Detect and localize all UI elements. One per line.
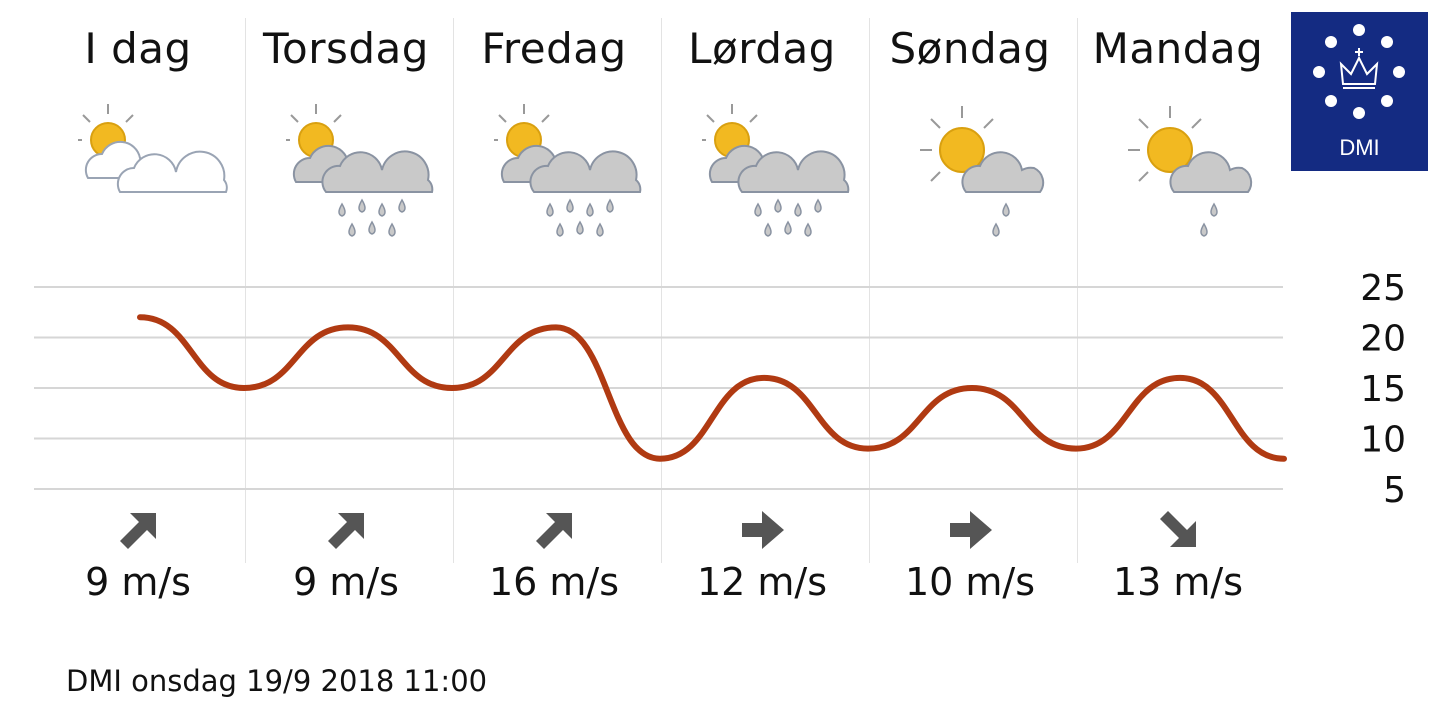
day-name: Mandag [1092, 24, 1264, 73]
day-name: Søndag [889, 24, 1051, 73]
wind-speed: 12 m/s [696, 560, 828, 604]
column-divider [1077, 18, 1078, 563]
column-divider [661, 18, 662, 563]
east-arrow-icon [742, 511, 784, 549]
sun-cloud-heavy-rain-icon [702, 104, 850, 237]
southeast-arrow-icon [1160, 511, 1196, 547]
day-column: Søndag 10 m/s [866, 0, 1074, 604]
wind-speed: 9 m/s [293, 560, 399, 604]
column-divider [869, 18, 870, 563]
day-name: I dag [84, 24, 192, 73]
day-column: Fredag 16 m/s [450, 0, 658, 604]
day-name: Lørdag [688, 24, 836, 73]
y-tick-label: 25 [1360, 268, 1406, 309]
grid-lines [34, 286, 1283, 490]
sun-cloud-heavy-rain-icon [494, 104, 642, 237]
day-column: I dag 9 m/s [34, 0, 242, 604]
sun-cloud-light-rain-icon [920, 106, 1045, 237]
wind-speed: 9 m/s [85, 560, 191, 604]
sun-cloud-light-rain-icon [1128, 106, 1253, 237]
day-column: Lørdag 12 m/s [658, 0, 866, 604]
day-column: Torsdag 9 m/s [242, 0, 450, 604]
northeast-arrow-icon [120, 513, 156, 549]
y-tick-label: 5 [1383, 470, 1406, 511]
y-tick-label: 15 [1360, 369, 1406, 410]
day-column: Mandag 13 m/s [1074, 0, 1282, 604]
y-axis-ticks: 25 20 15 10 5 [1360, 268, 1406, 511]
day-name: Torsdag [263, 24, 429, 73]
wind-speed: 10 m/s [904, 560, 1036, 604]
east-arrow-icon [950, 511, 992, 549]
logo-text: DMI [1339, 135, 1380, 160]
y-tick-label: 10 [1360, 420, 1406, 461]
crown-stars-icon [1313, 24, 1405, 119]
wind-speed: 13 m/s [1112, 560, 1244, 604]
temperature-series-line [137, 314, 1287, 462]
dmi-logo: DMI [1291, 12, 1428, 171]
northeast-arrow-icon [536, 513, 572, 549]
day-name: Fredag [481, 24, 627, 73]
footer-timestamp: DMI onsdag 19/9 2018 11:00 [66, 664, 488, 698]
column-divider [453, 18, 454, 563]
y-tick-label: 20 [1360, 319, 1406, 360]
partly-cloudy-icon [78, 104, 228, 193]
column-divider [245, 18, 246, 563]
wind-speed: 16 m/s [488, 560, 620, 604]
northeast-arrow-icon [328, 513, 364, 549]
sun-cloud-heavy-rain-icon [286, 104, 434, 237]
